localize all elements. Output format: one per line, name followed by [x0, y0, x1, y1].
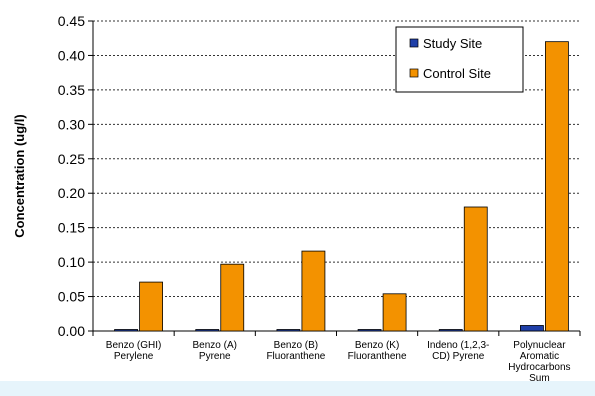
x-category-label: Pyrene — [199, 351, 231, 362]
x-category-label: Benzo (K) — [355, 340, 399, 351]
bar-study-site — [114, 329, 138, 332]
y-tick-label: 0.15 — [58, 220, 85, 236]
y-tick-label: 0.40 — [58, 47, 85, 63]
bar-study-site — [520, 325, 544, 332]
x-category-label: Benzo (GHI) — [106, 340, 162, 351]
legend-label: Control Site — [423, 66, 491, 81]
bar-control-site — [139, 281, 163, 332]
y-tick-label: 0.20 — [58, 185, 85, 201]
y-tick-label: 0.30 — [58, 116, 85, 132]
y-axis-title: Concentration (ug/l) — [12, 114, 27, 238]
bar-control-site — [545, 41, 569, 332]
x-category-label: CD) Pyrene — [432, 351, 485, 362]
y-tick-label: 0.00 — [58, 323, 85, 339]
x-category-label: Perylene — [114, 351, 154, 362]
x-category-label: Fluoranthene — [348, 351, 407, 362]
legend-swatch — [409, 68, 419, 78]
bar-control-site — [463, 206, 488, 332]
y-tick-label: 0.25 — [58, 151, 85, 167]
bar-study-site — [195, 329, 220, 332]
bar-study-site — [357, 329, 382, 332]
x-category-label: Indeno (1,2,3- — [427, 340, 489, 351]
x-category-label: Polynuclear — [513, 340, 566, 351]
x-category-label: Aromatic — [520, 351, 559, 362]
y-tick-label: 0.05 — [58, 289, 85, 305]
x-category-label: Benzo (B) — [274, 340, 318, 351]
x-category-label: Fluoranthene — [266, 351, 325, 362]
x-category-label: Hydrocarbons — [508, 362, 570, 373]
y-tick-label: 0.45 — [58, 13, 85, 29]
x-category-label: Sum — [529, 373, 550, 384]
legend-box — [395, 26, 524, 93]
bar-control-site — [382, 293, 407, 332]
bar-study-site — [438, 329, 463, 332]
x-category-label: Benzo (A) — [193, 340, 237, 351]
bar-control-site — [220, 263, 245, 332]
legend-swatch — [409, 38, 419, 48]
bar-study-site — [276, 329, 301, 332]
y-tick-label: 0.10 — [58, 254, 85, 270]
legend-label: Study Site — [423, 36, 482, 51]
bottom-band — [0, 381, 595, 396]
y-tick-label: 0.35 — [58, 82, 85, 98]
bar-control-site — [301, 250, 326, 332]
